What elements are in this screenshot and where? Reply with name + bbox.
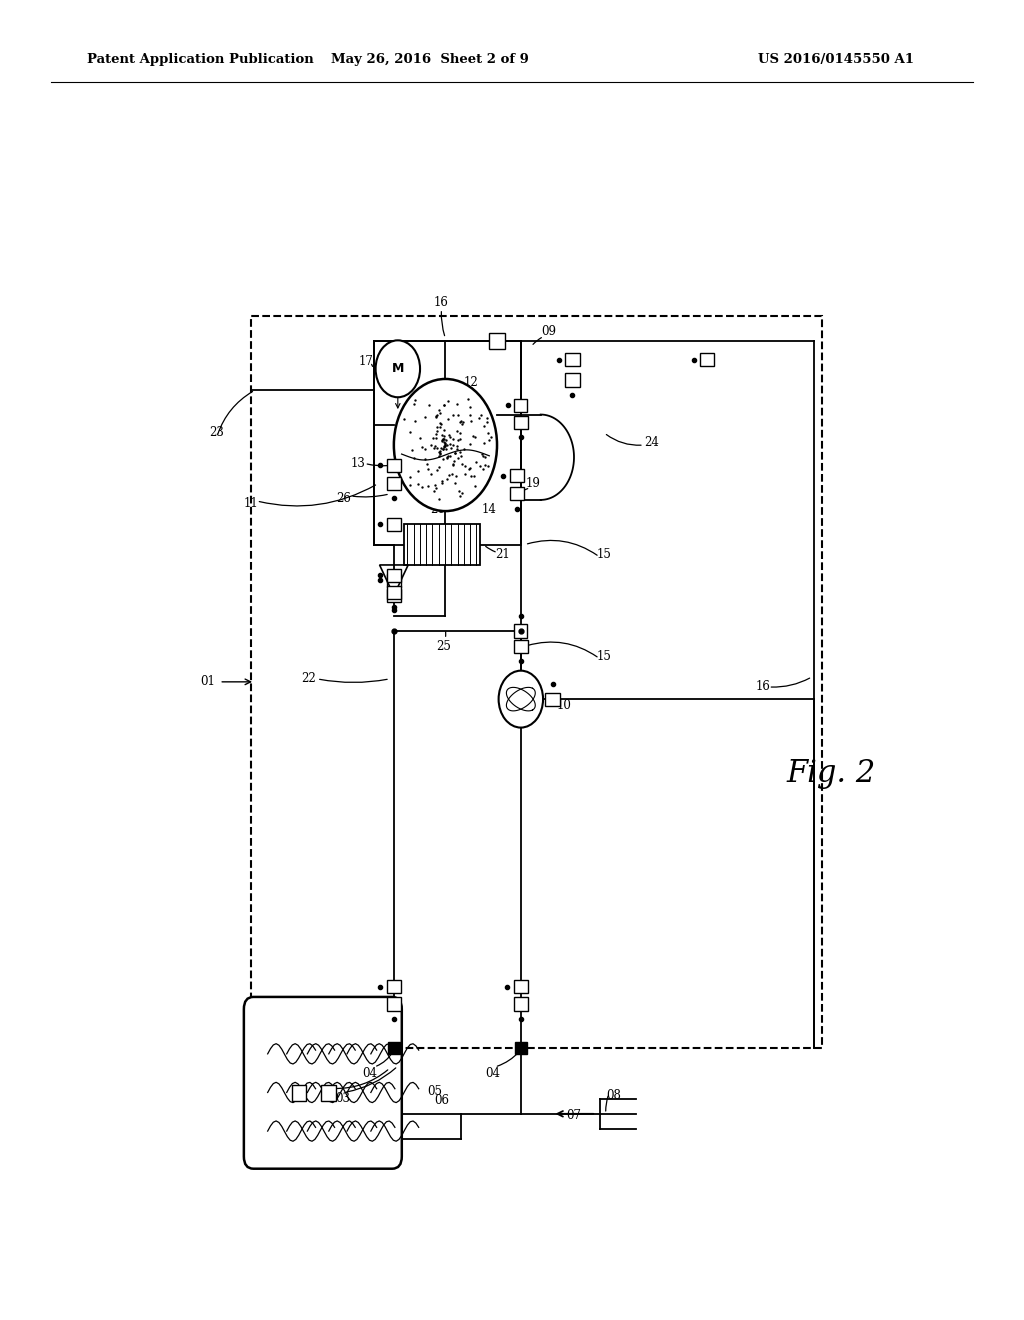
FancyBboxPatch shape [244, 997, 401, 1168]
Text: 22: 22 [301, 672, 315, 685]
Text: 20: 20 [430, 503, 445, 516]
Text: Fig. 2: Fig. 2 [786, 758, 876, 789]
Bar [514, 624, 527, 638]
Bar [514, 998, 528, 1011]
Text: 09: 09 [541, 325, 556, 338]
Text: 04: 04 [485, 1067, 501, 1080]
Text: 24: 24 [644, 437, 659, 450]
Bar [374, 342, 521, 545]
Bar [387, 981, 401, 994]
Text: 07: 07 [566, 1109, 582, 1122]
Bar [514, 399, 527, 412]
Text: 19: 19 [525, 477, 541, 490]
Text: 08: 08 [606, 1089, 622, 1102]
Bar [387, 569, 401, 582]
Bar [387, 586, 401, 599]
Bar [387, 459, 401, 473]
Bar [514, 416, 528, 429]
Bar [565, 374, 580, 387]
Bar [700, 352, 715, 366]
Text: 10: 10 [557, 698, 572, 711]
Text: US 2016/0145550 A1: US 2016/0145550 A1 [758, 53, 913, 66]
Bar [514, 640, 528, 653]
Bar [565, 352, 580, 366]
Text: 21: 21 [496, 548, 510, 561]
Circle shape [499, 671, 543, 727]
Text: 06: 06 [434, 1094, 449, 1107]
Bar [546, 693, 560, 706]
Text: 16: 16 [756, 680, 770, 693]
Text: May 26, 2016  Sheet 2 of 9: May 26, 2016 Sheet 2 of 9 [331, 53, 529, 66]
Bar [510, 487, 524, 500]
Bar [514, 981, 528, 994]
Text: 26: 26 [337, 492, 351, 506]
Text: 05: 05 [428, 1085, 442, 1098]
Bar [387, 998, 401, 1011]
Text: 15: 15 [597, 548, 611, 561]
Text: 25: 25 [436, 640, 452, 653]
Text: 16: 16 [434, 296, 449, 309]
Text: 14: 14 [481, 503, 497, 516]
Text: 11: 11 [244, 498, 258, 511]
Bar [404, 524, 479, 565]
Text: 02: 02 [322, 1086, 336, 1100]
Text: 04: 04 [362, 1067, 378, 1080]
Bar [489, 333, 505, 350]
Circle shape [394, 379, 497, 511]
Bar [387, 517, 401, 531]
Bar [387, 589, 401, 602]
Bar [387, 574, 401, 587]
Circle shape [376, 341, 420, 397]
Bar [292, 1085, 306, 1101]
Text: 12: 12 [464, 375, 478, 388]
Text: 15: 15 [597, 649, 611, 663]
Text: 13: 13 [350, 457, 366, 470]
Bar [251, 315, 822, 1048]
Bar [387, 477, 401, 490]
Text: 23: 23 [210, 426, 224, 440]
Text: 03: 03 [335, 1092, 350, 1105]
Text: Patent Application Publication: Patent Application Publication [87, 53, 313, 66]
Text: M: M [391, 362, 404, 375]
Text: 01: 01 [200, 676, 215, 688]
Bar [322, 1085, 336, 1101]
Text: 17: 17 [358, 355, 374, 368]
Bar [510, 469, 524, 482]
